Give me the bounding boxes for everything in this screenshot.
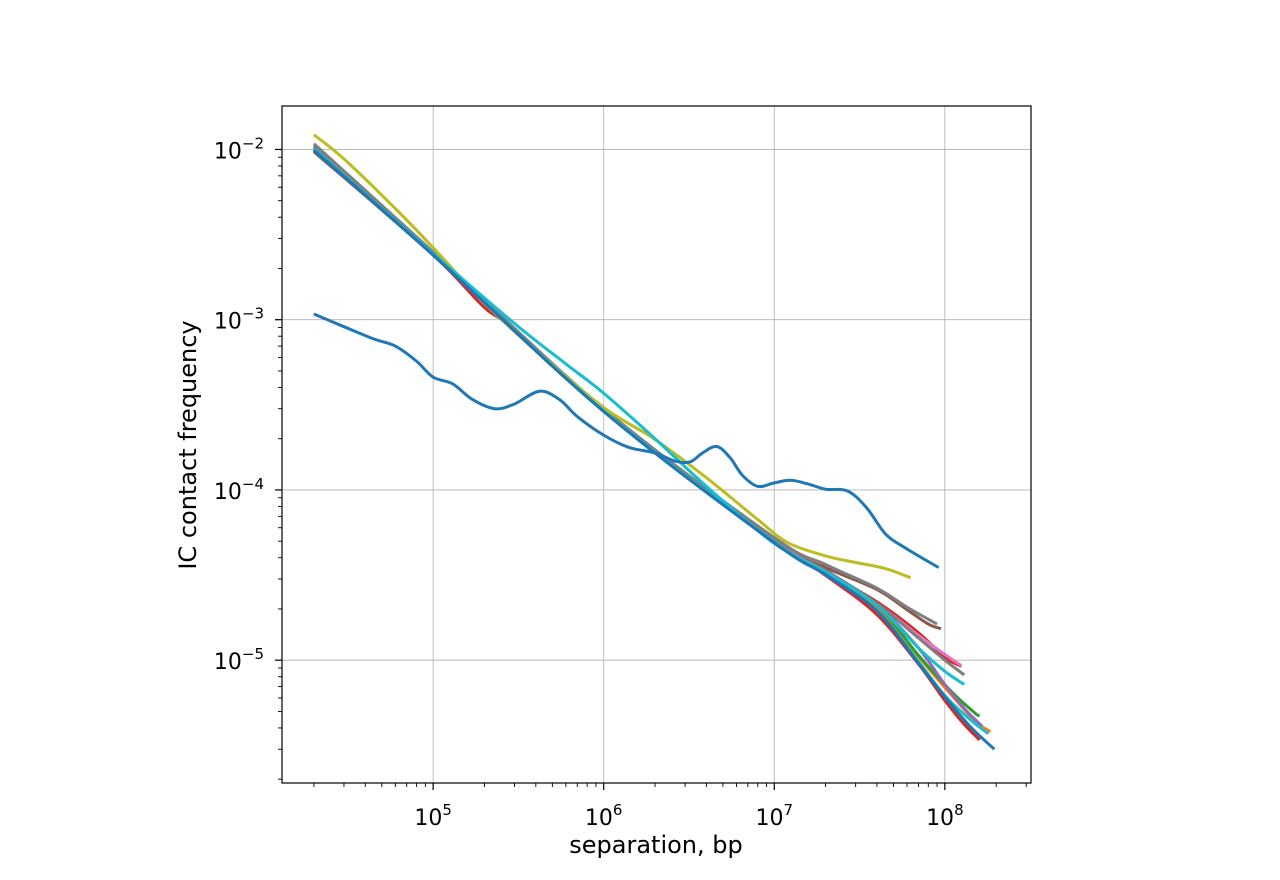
series-layer <box>312 133 996 751</box>
y-tick-label: 10−2 <box>214 134 264 164</box>
grid <box>282 106 1031 783</box>
series-line-1 <box>313 312 940 569</box>
plot-frame <box>281 105 1032 784</box>
x-tick-label: 107 <box>755 801 793 831</box>
x-axis-title: separation, bp <box>569 831 742 859</box>
series-line-12 <box>312 147 966 686</box>
y-axis-title: IC contact frequency <box>174 320 202 569</box>
x-tick-label: 106 <box>585 801 623 831</box>
y-tick-label: 10−3 <box>214 305 264 335</box>
y-tick-label: 10−4 <box>214 475 264 505</box>
x-tick-label: 108 <box>926 801 964 831</box>
ticks: 105 106 107 108 10−2 10−3 10−4 10−5 <box>214 134 1027 831</box>
x-tick-label: 105 <box>414 801 452 831</box>
series-line-14 <box>312 149 996 751</box>
y-tick-label: 10−5 <box>214 645 264 675</box>
